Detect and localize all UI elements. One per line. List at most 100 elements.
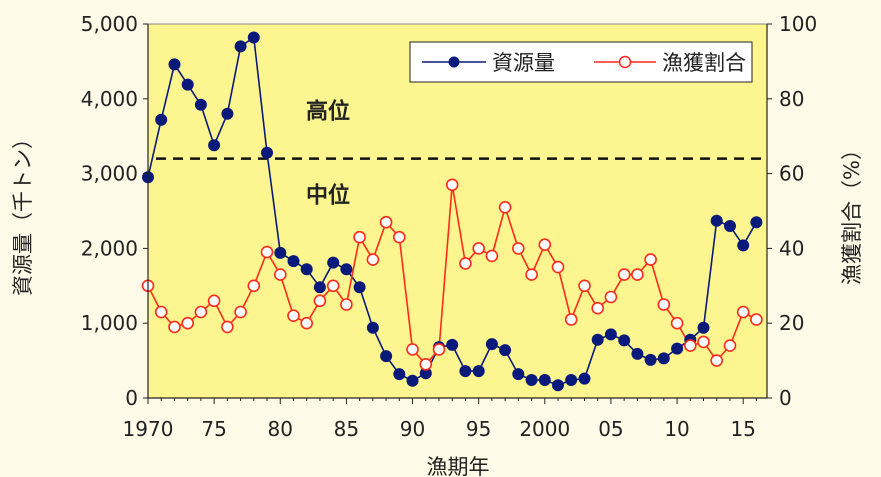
stock-point — [538, 374, 551, 386]
catch-ratio-point — [168, 320, 181, 334]
catch-ratio-point — [419, 357, 433, 371]
y-right-tick-label: 20 — [779, 311, 804, 335]
catch-ratio-point — [604, 290, 618, 304]
stock-point — [710, 214, 723, 227]
catch-ratio-point — [353, 230, 366, 244]
y-right-tick-label: 0 — [779, 386, 792, 410]
stock-point — [380, 350, 393, 363]
stock-point — [221, 107, 234, 120]
stock-point — [340, 263, 353, 276]
y-left-tick-label: 3,000 — [81, 162, 138, 186]
legend-marker-catch — [618, 55, 632, 69]
catch-ratio-point — [459, 257, 472, 270]
catch-ratio-point — [485, 249, 499, 263]
legend-box — [409, 41, 753, 83]
catch-ratio-point — [366, 253, 380, 266]
x-tick-label: 10 — [664, 417, 689, 441]
stock-point — [657, 352, 670, 365]
stock-point — [631, 347, 644, 360]
y-left-tick-label: 1,000 — [81, 311, 138, 335]
stock-point — [168, 58, 181, 71]
catch-ratio-point — [234, 305, 247, 319]
stock-point — [247, 31, 260, 44]
catch-ratio-point — [525, 268, 538, 281]
catch-ratio-point — [181, 316, 194, 330]
y-right-tick-label: 40 — [779, 236, 804, 260]
catch-ratio-point — [564, 313, 578, 326]
stock-point — [194, 98, 207, 111]
stock-point — [274, 246, 287, 259]
stock-point — [155, 113, 168, 126]
x-tick-label: 15 — [730, 417, 755, 441]
catch-ratio-point — [287, 309, 300, 323]
stock-point — [261, 146, 273, 159]
y-left-tick-label: 4,000 — [81, 87, 138, 111]
stock-point — [287, 255, 300, 268]
label-mid: 中位 — [306, 183, 350, 209]
legend-label-catch: 漁獲割合 — [662, 51, 746, 75]
catch-ratio-point — [551, 260, 565, 274]
y-axis-left-title: 資源量（千トン） — [11, 128, 35, 296]
catch-ratio-point — [260, 245, 274, 259]
catch-ratio-point — [379, 215, 393, 229]
catch-ratio-point — [683, 339, 697, 352]
catch-ratio-point — [406, 343, 419, 356]
stock-point — [499, 344, 512, 357]
x-tick-label: 1970 — [123, 417, 174, 441]
catch-ratio-point — [207, 294, 221, 308]
x-tick-label: 90 — [400, 417, 425, 441]
catch-ratio-point — [445, 178, 459, 192]
y-axis-right-title: 漁獲割合（%） — [840, 139, 864, 285]
stock-point — [300, 263, 313, 276]
stock-point — [525, 374, 538, 386]
catch-ratio-point — [511, 242, 525, 255]
catch-ratio-point — [300, 316, 314, 330]
catch-ratio-point — [194, 305, 208, 319]
stock-point — [181, 78, 194, 91]
stock-point — [512, 368, 525, 381]
stock-point — [485, 338, 498, 351]
catch-ratio-point — [710, 354, 724, 367]
catch-ratio-point — [538, 238, 552, 251]
stock-point — [234, 40, 247, 53]
catch-ratio-point — [631, 268, 644, 281]
x-tick-label: 05 — [598, 417, 623, 441]
stock-point — [618, 334, 631, 347]
catch-ratio-point — [644, 253, 657, 266]
x-tick-label: 80 — [268, 417, 293, 441]
catch-ratio-point — [247, 279, 261, 293]
legend: 資源量 漁獲割合 — [409, 41, 753, 83]
stock-point — [604, 328, 617, 341]
x-tick-label: 95 — [466, 417, 491, 441]
catch-ratio-point — [313, 294, 327, 308]
label-high: 高位 — [306, 99, 350, 125]
catch-ratio-point — [392, 230, 406, 244]
x-tick-label: 2000 — [519, 417, 570, 441]
stock-point — [446, 338, 459, 351]
stock-point — [353, 281, 366, 294]
stock-point — [472, 365, 485, 378]
stock-point — [697, 321, 710, 334]
stock-point — [406, 374, 419, 387]
stock-point — [393, 368, 406, 381]
catch-ratio-point — [657, 298, 671, 311]
catch-ratio-point — [591, 301, 605, 315]
catch-ratio-point — [750, 313, 763, 326]
legend-marker-stock — [448, 56, 460, 68]
x-tick-label: 75 — [201, 417, 226, 441]
stock-point — [419, 367, 432, 380]
catch-ratio-point — [273, 268, 287, 281]
x-axis-title: 漁期年 — [427, 455, 490, 477]
catch-ratio-point — [340, 298, 353, 311]
catch-ratio-point — [326, 279, 340, 293]
y-right-tick-label: 80 — [779, 87, 804, 111]
stock-point — [737, 239, 750, 252]
axes-layer: 0 1,000 2,000 3,000 4,000 5,000 0 20 40 60 80 100 19… — [81, 12, 817, 441]
stock-point — [313, 281, 326, 294]
series-layer — [141, 31, 763, 392]
stock-point — [750, 216, 763, 229]
plot-area — [147, 23, 768, 399]
y-right-tick-label: 100 — [779, 12, 817, 36]
y-right-tick-label: 60 — [779, 162, 804, 186]
